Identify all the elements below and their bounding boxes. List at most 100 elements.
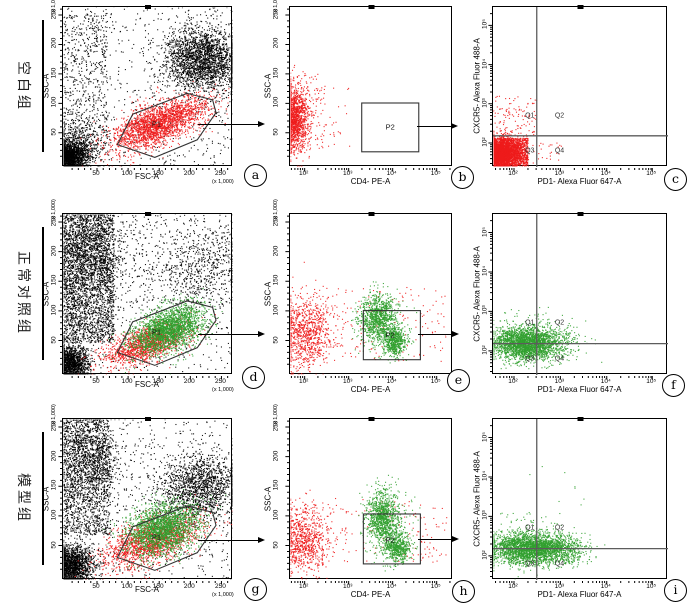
y-axis-label: SSC-A xyxy=(41,281,51,306)
x-tick-label: 10⁵ xyxy=(430,583,441,590)
panel-b: (x 1,000) SSC-A P2 CD4- PE-A b 10² 10³ 10⁴… xyxy=(264,0,474,189)
x-tick-label: 10³ xyxy=(342,378,353,385)
y-tick-label: 200 xyxy=(272,38,280,49)
scatter-canvas xyxy=(488,414,673,585)
x-tick-label: 150 xyxy=(152,170,164,177)
x-tick-label: 10² xyxy=(298,170,309,177)
y-tick-label: 10⁴ xyxy=(481,58,489,69)
x-tick-label: 10⁴ xyxy=(600,583,611,590)
gating-arrow-a-to-b xyxy=(198,120,265,127)
x-axis-scale-note: (x 1,000) xyxy=(212,179,234,185)
y-tick-label: 100 xyxy=(50,304,58,316)
x-axis-label: PD1- Alexa Fluor 647-A xyxy=(537,385,622,394)
y-tick-label: 150 xyxy=(50,274,58,286)
x-axis-label: CD4- PE-A xyxy=(350,177,391,186)
panel-h: (x 1,000) SSC-A P2 CD4- PE-A h 10² 10³ 10⁴… xyxy=(264,404,475,603)
panel-f: CXCR5- Alexa Fluor 488-A Q1 Q2 Q3 Q4 PD1- A… xyxy=(473,209,685,397)
y-tick-label: 10³ xyxy=(481,305,489,316)
x-tick-label: 100 xyxy=(121,583,133,590)
x-axis-scale-note: (x 1,000) xyxy=(212,592,234,598)
y-tick-label: 10⁴ xyxy=(481,265,489,276)
plot-area: P1 xyxy=(58,414,238,585)
y-axis-label: SSC-A xyxy=(41,486,51,511)
y-tick-label: 50 xyxy=(272,335,280,344)
group-label-normal-control: 正常对照组 xyxy=(16,250,32,336)
y-tick-label: 150 xyxy=(272,274,280,286)
x-tick-label: 100 xyxy=(121,378,133,385)
panel-letter: c xyxy=(664,168,687,191)
x-tick-label: 100 xyxy=(121,170,133,177)
y-axis-label: SSC-A xyxy=(263,281,273,306)
y-tick-label: 10² xyxy=(481,137,489,147)
x-tick-label: 10⁵ xyxy=(646,170,657,177)
x-tick-label: 150 xyxy=(152,583,164,590)
x-tick-label: 10³ xyxy=(554,170,565,177)
gating-arrow-e-to-f xyxy=(418,330,459,337)
y-axis-label: SSC-A xyxy=(263,73,273,99)
y-tick-label: 200 xyxy=(272,450,280,462)
y-tick-label: 10³ xyxy=(481,510,489,521)
x-tick-label: 50 xyxy=(92,378,100,385)
quadrant-label-q3: Q3 xyxy=(525,147,535,155)
y-axis-label: SSC-A xyxy=(41,73,51,99)
y-tick-label: 10⁵ xyxy=(481,19,489,30)
quadrant-label-q4: Q4 xyxy=(554,355,565,363)
scatter-canvas xyxy=(285,414,458,585)
quadrant-label-q3: Q3 xyxy=(525,355,535,363)
scatter-canvas xyxy=(488,2,673,172)
plot-area: Q1 Q2 Q3 Q4 xyxy=(488,414,673,585)
plot-area: P2 xyxy=(285,2,458,172)
quadrant-label-q4: Q4 xyxy=(554,147,565,155)
group-label-model: 模型组 xyxy=(16,472,32,524)
y-tick-label: 250 xyxy=(50,420,58,432)
quadrant-label-q1: Q1 xyxy=(525,112,535,120)
quadrant-label-q4: Q4 xyxy=(554,560,565,568)
y-axis-label: CXCR5- Alexa Fluor 488-A xyxy=(472,38,482,134)
panel-i: CXCR5- Alexa Fluor 488-A Q1 Q2 Q3 Q4 PD1- A… xyxy=(473,414,687,602)
y-tick-label: 100 xyxy=(50,509,58,521)
x-axis-scale-note: (x 1,000) xyxy=(212,387,234,393)
panel-d: (x 1,000) SSC-A P1 FSC-A (x 1,000) d 50 1… xyxy=(42,199,265,393)
x-tick-label: 10² xyxy=(508,583,518,590)
x-tick-label: 10⁵ xyxy=(646,378,657,385)
y-tick-label: 10⁴ xyxy=(481,470,489,481)
x-axis-label: FSC-A xyxy=(135,380,159,389)
x-tick-label: 200 xyxy=(183,583,195,590)
group-underline-model xyxy=(42,432,44,565)
y-tick-label: 100 xyxy=(50,96,58,108)
x-tick-label: 10² xyxy=(508,378,518,385)
panel-letter: g xyxy=(244,578,267,601)
y-tick-label: 200 xyxy=(272,245,280,257)
panel-c: CXCR5- Alexa Fluor 488-A Q1 Q2 Q3 Q4 PD1- A… xyxy=(473,2,687,191)
x-tick-label: 10⁵ xyxy=(430,170,441,177)
y-tick-label: 10⁵ xyxy=(481,226,489,237)
gating-arrow-d-to-e xyxy=(198,330,265,337)
group-underline-normal-control xyxy=(42,227,44,360)
plot-area: Q1 Q2 Q3 Q4 xyxy=(488,2,673,172)
x-tick-label: 10³ xyxy=(554,378,565,385)
x-tick-label: 250 xyxy=(215,378,226,385)
y-tick-label: 150 xyxy=(50,479,58,491)
x-tick-label: 50 xyxy=(92,583,100,590)
plot-area: P2 xyxy=(285,209,458,380)
group-label-blank: 空白组 xyxy=(16,60,32,112)
y-tick-label: 10⁵ xyxy=(481,431,489,442)
panel-letter: b xyxy=(451,166,474,189)
quadrant-label-q1: Q1 xyxy=(525,524,535,532)
x-tick-label: 10³ xyxy=(554,583,565,590)
gate-label: P2 xyxy=(385,535,395,545)
x-tick-label: 10³ xyxy=(342,170,353,177)
y-tick-label: 10² xyxy=(481,550,489,560)
gating-arrow-h-to-i xyxy=(418,535,459,542)
scatter-canvas xyxy=(488,209,673,380)
scatter-canvas xyxy=(58,2,238,172)
x-tick-label: 10⁵ xyxy=(430,378,441,385)
scatter-canvas xyxy=(285,2,458,172)
gate-label: P1 xyxy=(151,119,162,129)
quadrant-label-q2: Q2 xyxy=(554,524,565,532)
gating-arrow-b-to-c xyxy=(417,122,458,129)
gate-label: P1 xyxy=(151,532,162,542)
x-tick-label: 10² xyxy=(298,583,309,590)
y-tick-label: 100 xyxy=(272,509,280,521)
plot-area: P1 xyxy=(58,209,238,380)
